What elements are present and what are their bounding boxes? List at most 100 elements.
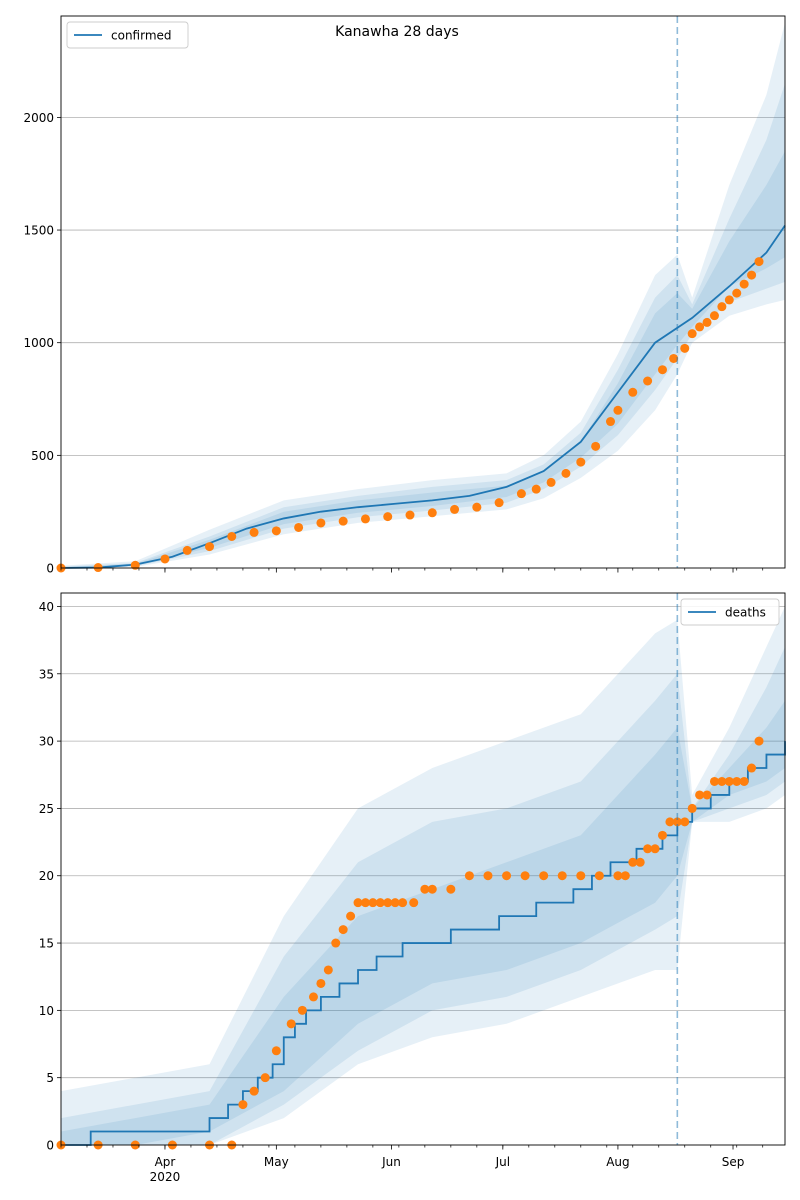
observed-point [494, 498, 504, 508]
observed-point [717, 302, 727, 312]
observed-point [368, 898, 378, 908]
observed-point [724, 295, 734, 305]
observed-point [316, 518, 326, 528]
observed-point [561, 468, 571, 478]
y-tick-label: 20 [39, 869, 54, 883]
observed-point [650, 844, 660, 854]
observed-point [754, 736, 764, 746]
observed-point [331, 938, 341, 948]
observed-point [297, 1005, 307, 1015]
observed-point [446, 884, 456, 894]
y-tick-label: 5 [46, 1071, 54, 1085]
observed-point [702, 790, 712, 800]
observed-point [383, 512, 393, 522]
uncertainty-band [61, 83, 785, 568]
x-year-label: 2020 [150, 1170, 181, 1184]
observed-point [695, 322, 705, 332]
observed-point [539, 871, 549, 881]
legend-box [680, 598, 780, 626]
observed-point [557, 871, 567, 881]
observed-point [450, 504, 460, 514]
observed-point [360, 898, 370, 908]
observed-point [531, 484, 541, 494]
observed-point [182, 545, 192, 555]
legend-box [66, 21, 189, 49]
observed-point [628, 857, 638, 867]
observed-point [620, 871, 630, 881]
observed-point [702, 317, 712, 327]
observed-point [409, 898, 419, 908]
observed-point [93, 563, 103, 573]
observed-point [286, 1019, 296, 1029]
observed-point [546, 477, 556, 487]
observed-point [739, 279, 749, 289]
y-tick-label: 40 [39, 600, 54, 614]
axes-frame [60, 15, 786, 569]
y-tick-label: 0 [46, 1139, 54, 1153]
legend: deaths [680, 598, 780, 626]
y-tick-label: 0 [46, 562, 54, 576]
observed-point [390, 898, 400, 908]
x-tick-label: May [264, 1155, 289, 1169]
uncertainty-band [61, 606, 785, 1145]
uncertainty-band [61, 700, 785, 1145]
y-tick-label: 30 [39, 735, 54, 749]
observed-point [754, 257, 764, 267]
observed-point [338, 925, 348, 935]
observed-point [238, 1100, 248, 1110]
observed-point [383, 898, 393, 908]
observed-point [591, 441, 601, 451]
y-tick-label: 25 [39, 802, 54, 816]
observed-point [516, 489, 526, 499]
observed-point [205, 542, 215, 552]
observed-point [353, 898, 363, 908]
y-tick-label: 500 [31, 449, 54, 463]
observed-point [464, 871, 474, 881]
observed-point [747, 763, 757, 773]
observed-point [360, 514, 370, 524]
observed-point [308, 992, 318, 1002]
observed-point [294, 522, 304, 532]
x-tick-label: Jul [495, 1155, 510, 1169]
observed-point [613, 405, 623, 415]
observed-point [260, 1073, 270, 1083]
observed-point [709, 311, 719, 321]
observed-point [732, 288, 742, 298]
y-tick-label: 10 [39, 1004, 54, 1018]
observed-point [687, 329, 697, 339]
observed-point [338, 516, 348, 526]
observed-point [502, 871, 512, 881]
y-tick-label: 1000 [23, 336, 54, 350]
observed-point [576, 871, 586, 881]
legend-label: deaths [725, 606, 766, 620]
observed-point [375, 898, 385, 908]
observed-point [635, 857, 645, 867]
y-tick-label: 15 [39, 937, 54, 951]
observed-point [665, 817, 675, 827]
x-tick-label: Jun [381, 1155, 401, 1169]
observed-point [672, 817, 682, 827]
observed-point [483, 871, 493, 881]
observed-point [249, 1086, 259, 1096]
observed-point [643, 844, 653, 854]
x-tick-label: Aug [606, 1155, 629, 1169]
observed-point [472, 502, 482, 512]
observed-point [323, 965, 333, 975]
x-tick-label: Apr [155, 1155, 176, 1169]
uncertainty-band [61, 151, 785, 568]
y-tick-label: 1500 [23, 224, 54, 238]
observed-point [271, 1046, 281, 1056]
observed-point [695, 790, 705, 800]
observed-point [346, 911, 356, 921]
legend: confirmed [66, 21, 189, 49]
legend-label: confirmed [111, 29, 172, 43]
chart-title: Kanawha 28 days [335, 24, 459, 40]
observed-point [739, 776, 749, 786]
observed-point [520, 871, 530, 881]
observed-point [160, 554, 170, 564]
observed-point [398, 898, 408, 908]
observed-point [605, 417, 615, 427]
observed-point [643, 376, 653, 386]
observed-point [249, 527, 259, 537]
observed-point [427, 508, 437, 518]
